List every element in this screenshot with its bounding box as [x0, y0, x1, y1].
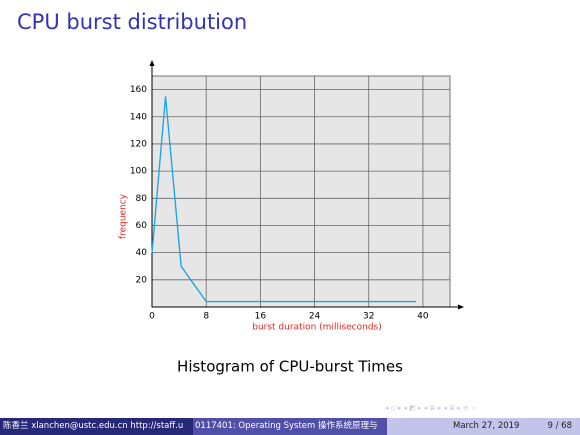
- footer-date: March 27, 2019: [453, 421, 520, 431]
- footer-author: 陈香兰 xlanchen@ustc.edu.cn http://staff.u: [0, 418, 193, 435]
- x-tick-label: 32: [363, 312, 374, 322]
- x-axis-arrow: [458, 304, 464, 310]
- nav-icons: ◂ ▫ ▸ ◂ ◩ ▸ ◂ ≣ ▸ ◂ ≣ ▸ ≡ ∽: [385, 404, 477, 412]
- y-tick-label: 120: [130, 139, 147, 149]
- caption: Histogram of CPU-burst Times: [177, 358, 403, 376]
- y-tick-label: 20: [136, 275, 148, 285]
- x-tick-label: 0: [149, 312, 155, 322]
- x-axis-label: burst duration (milliseconds): [252, 323, 382, 333]
- chart: CPU burst distribution Histogram of CPU-…: [17, 10, 477, 412]
- x-tick-label: 40: [417, 312, 429, 322]
- x-tick-label: 24: [309, 312, 321, 322]
- slide-title: CPU burst distribution: [17, 10, 247, 34]
- nav-symbols: ◂ ▫ ▸ ◂ ◩ ▸ ◂ ≣ ▸ ◂ ≣ ▸ ≡ ∽: [385, 404, 477, 412]
- y-tick-label: 60: [136, 221, 148, 231]
- footer-right: March 27, 2019 9 / 68: [387, 418, 580, 435]
- y-tick-label: 160: [130, 85, 147, 95]
- y-tick-label: 40: [136, 248, 148, 258]
- x-tick-label: 8: [203, 312, 209, 322]
- footer-page: 9 / 68: [547, 421, 573, 431]
- x-tick-label: 16: [255, 312, 267, 322]
- y-tick-label: 140: [130, 112, 147, 122]
- footer-course: 0117401: Operating System 操作系统原理与: [193, 418, 387, 435]
- plot-background: [151, 75, 451, 308]
- y-tick-label: 80: [136, 194, 148, 204]
- data-line: [151, 96, 417, 303]
- y-axis-arrow: [149, 60, 155, 66]
- y-tick-label: 100: [130, 167, 147, 177]
- y-axis-label: frequency: [119, 193, 129, 239]
